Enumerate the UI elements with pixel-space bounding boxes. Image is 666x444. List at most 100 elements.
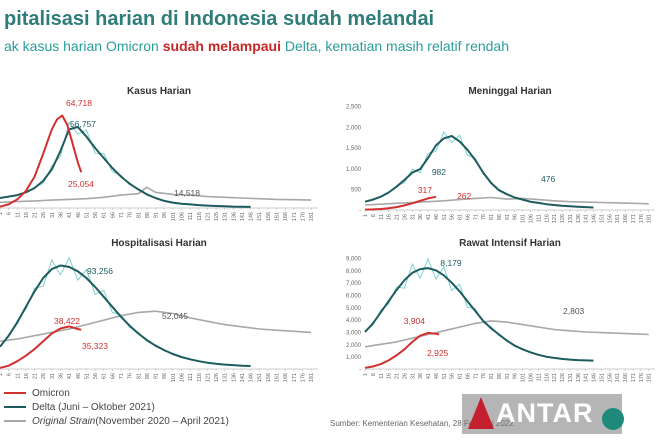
x-tick-label: 181 bbox=[647, 373, 653, 382]
x-tick-label: 151 bbox=[599, 373, 605, 382]
x-tick-label: 146 bbox=[249, 373, 255, 382]
x-tick-label: 56 bbox=[450, 214, 456, 220]
data-label: 3,904 bbox=[404, 316, 426, 326]
x-tick-label: 176 bbox=[639, 214, 645, 223]
x-tick-label: 116 bbox=[197, 212, 203, 221]
x-tick-label: 96 bbox=[162, 373, 168, 379]
x-tick-label: 36 bbox=[58, 373, 64, 379]
x-tick-label: 6 bbox=[7, 373, 13, 376]
x-tick-label: 176 bbox=[300, 212, 306, 221]
ministry-emblem-icon bbox=[602, 408, 624, 430]
x-tick-label: 111 bbox=[536, 373, 542, 381]
x-tick-label: 46 bbox=[434, 373, 440, 379]
x-tick-label: 111 bbox=[188, 373, 194, 381]
data-label: 262 bbox=[457, 191, 471, 201]
antara-a-icon bbox=[468, 397, 494, 429]
series-line-original bbox=[364, 320, 649, 348]
x-tick-label: 66 bbox=[465, 214, 471, 220]
data-label: 982 bbox=[432, 167, 446, 177]
x-tick-label: 76 bbox=[481, 373, 487, 379]
ministry-name: KEMENTERIAN KESEHATAN REPUBLIK INDONESIA bbox=[630, 402, 666, 426]
legend-item-omicron: Omicron bbox=[4, 386, 229, 400]
x-tick-label: 166 bbox=[623, 373, 629, 382]
y-tick-label: 2,000 bbox=[346, 343, 362, 349]
x-tick-label: 126 bbox=[214, 212, 220, 221]
data-label: 93,256 bbox=[87, 266, 113, 276]
x-tick-label: 106 bbox=[179, 212, 185, 221]
x-tick-label: 51 bbox=[442, 214, 448, 220]
x-tick-label: 146 bbox=[592, 214, 598, 223]
x-tick-label: 31 bbox=[410, 373, 416, 379]
legend-swatch-omicron bbox=[4, 392, 26, 394]
x-tick-label: 71 bbox=[473, 373, 479, 379]
x-tick-label: 106 bbox=[528, 214, 534, 223]
series-line-omicron bbox=[364, 331, 440, 369]
x-tick-label: 46 bbox=[434, 214, 440, 220]
subtitle-highlight: sudah melampaui bbox=[162, 38, 281, 54]
data-label: 35,323 bbox=[82, 341, 108, 351]
logo-word: ANTAR bbox=[496, 398, 594, 428]
x-tick-label: 126 bbox=[214, 373, 220, 382]
x-tick-label: 116 bbox=[544, 214, 550, 223]
x-tick-label: 81 bbox=[489, 373, 495, 379]
x-tick-label: 66 bbox=[110, 373, 116, 379]
y-tick-label: 1,000 bbox=[346, 167, 362, 173]
x-tick-label: 101 bbox=[171, 373, 177, 382]
x-tick-label: 106 bbox=[528, 373, 534, 382]
source-note: Sumber: Kementerian Kesehatan, 28 Februa… bbox=[330, 419, 514, 428]
legend-item-delta: Delta (Juni – Oktober 2021) bbox=[4, 400, 229, 414]
x-tick-label: 6 bbox=[7, 212, 13, 215]
x-tick-label: 126 bbox=[560, 214, 566, 223]
x-tick-label: 91 bbox=[154, 373, 160, 379]
x-tick-label: 141 bbox=[584, 214, 590, 223]
x-tick-label: 76 bbox=[481, 214, 487, 220]
x-tick-label: 91 bbox=[154, 212, 160, 218]
data-label: 2,925 bbox=[427, 348, 449, 358]
x-tick-label: 51 bbox=[84, 212, 90, 218]
x-tick-label: 51 bbox=[84, 373, 90, 379]
x-tick-label: 156 bbox=[607, 373, 613, 382]
x-tick-label: 181 bbox=[647, 214, 653, 223]
x-tick-label: 156 bbox=[607, 214, 613, 223]
x-tick-label: 176 bbox=[300, 373, 306, 382]
y-tick-label: 5,000 bbox=[346, 306, 362, 312]
x-tick-label: 56 bbox=[93, 373, 99, 379]
x-tick-label: 171 bbox=[292, 212, 298, 221]
antara-watermark: ANTAR KEMENTERIAN KESEHATAN REPUBLIK IND… bbox=[462, 386, 666, 444]
x-tick-label: 11 bbox=[15, 212, 21, 218]
x-tick-label: 11 bbox=[379, 373, 385, 379]
x-tick-label: 6 bbox=[371, 214, 377, 217]
data-label: 25,054 bbox=[68, 179, 94, 189]
series-line-original bbox=[0, 186, 312, 204]
kasus-harian-title: Kasus Harian bbox=[127, 86, 191, 97]
x-tick-label: 171 bbox=[292, 373, 298, 382]
x-tick-label: 161 bbox=[615, 373, 621, 382]
series-line-delta bbox=[364, 267, 594, 362]
x-tick-label: 16 bbox=[24, 373, 30, 379]
chart-hospitalisasi-harian: Hospitalisasi Harian16111621263136414651… bbox=[0, 238, 318, 382]
chart-rawat-intensif-harian: Rawat Intensif Harian - 1,000 2,000 3,000 4,0… bbox=[346, 238, 655, 382]
x-tick-label: 6 bbox=[371, 373, 377, 376]
x-tick-label: 1 bbox=[363, 214, 369, 217]
x-tick-label: 81 bbox=[136, 373, 142, 379]
x-tick-label: 151 bbox=[257, 373, 263, 382]
x-tick-label: 146 bbox=[249, 212, 255, 221]
x-tick-label: 121 bbox=[552, 214, 558, 223]
x-tick-label: 156 bbox=[266, 212, 272, 221]
x-tick-label: 171 bbox=[631, 214, 637, 223]
x-tick-label: 36 bbox=[58, 212, 64, 218]
x-tick-label: 1 bbox=[0, 212, 4, 215]
x-tick-label: 136 bbox=[231, 212, 237, 221]
x-tick-label: 86 bbox=[497, 373, 503, 379]
x-tick-label: 16 bbox=[24, 212, 30, 218]
x-tick-label: 121 bbox=[552, 373, 558, 382]
x-tick-label: 56 bbox=[450, 373, 456, 379]
x-tick-label: 66 bbox=[110, 212, 116, 218]
data-label: 317 bbox=[418, 185, 432, 195]
ministry-logo: KEMENTERIAN KESEHATAN REPUBLIK INDONESIA bbox=[586, 392, 666, 438]
series-line-delta bbox=[364, 135, 594, 209]
x-tick-label: 121 bbox=[205, 212, 211, 221]
x-tick-label: 31 bbox=[50, 373, 56, 379]
x-tick-label: 41 bbox=[67, 212, 73, 218]
x-tick-label: 101 bbox=[171, 212, 177, 221]
